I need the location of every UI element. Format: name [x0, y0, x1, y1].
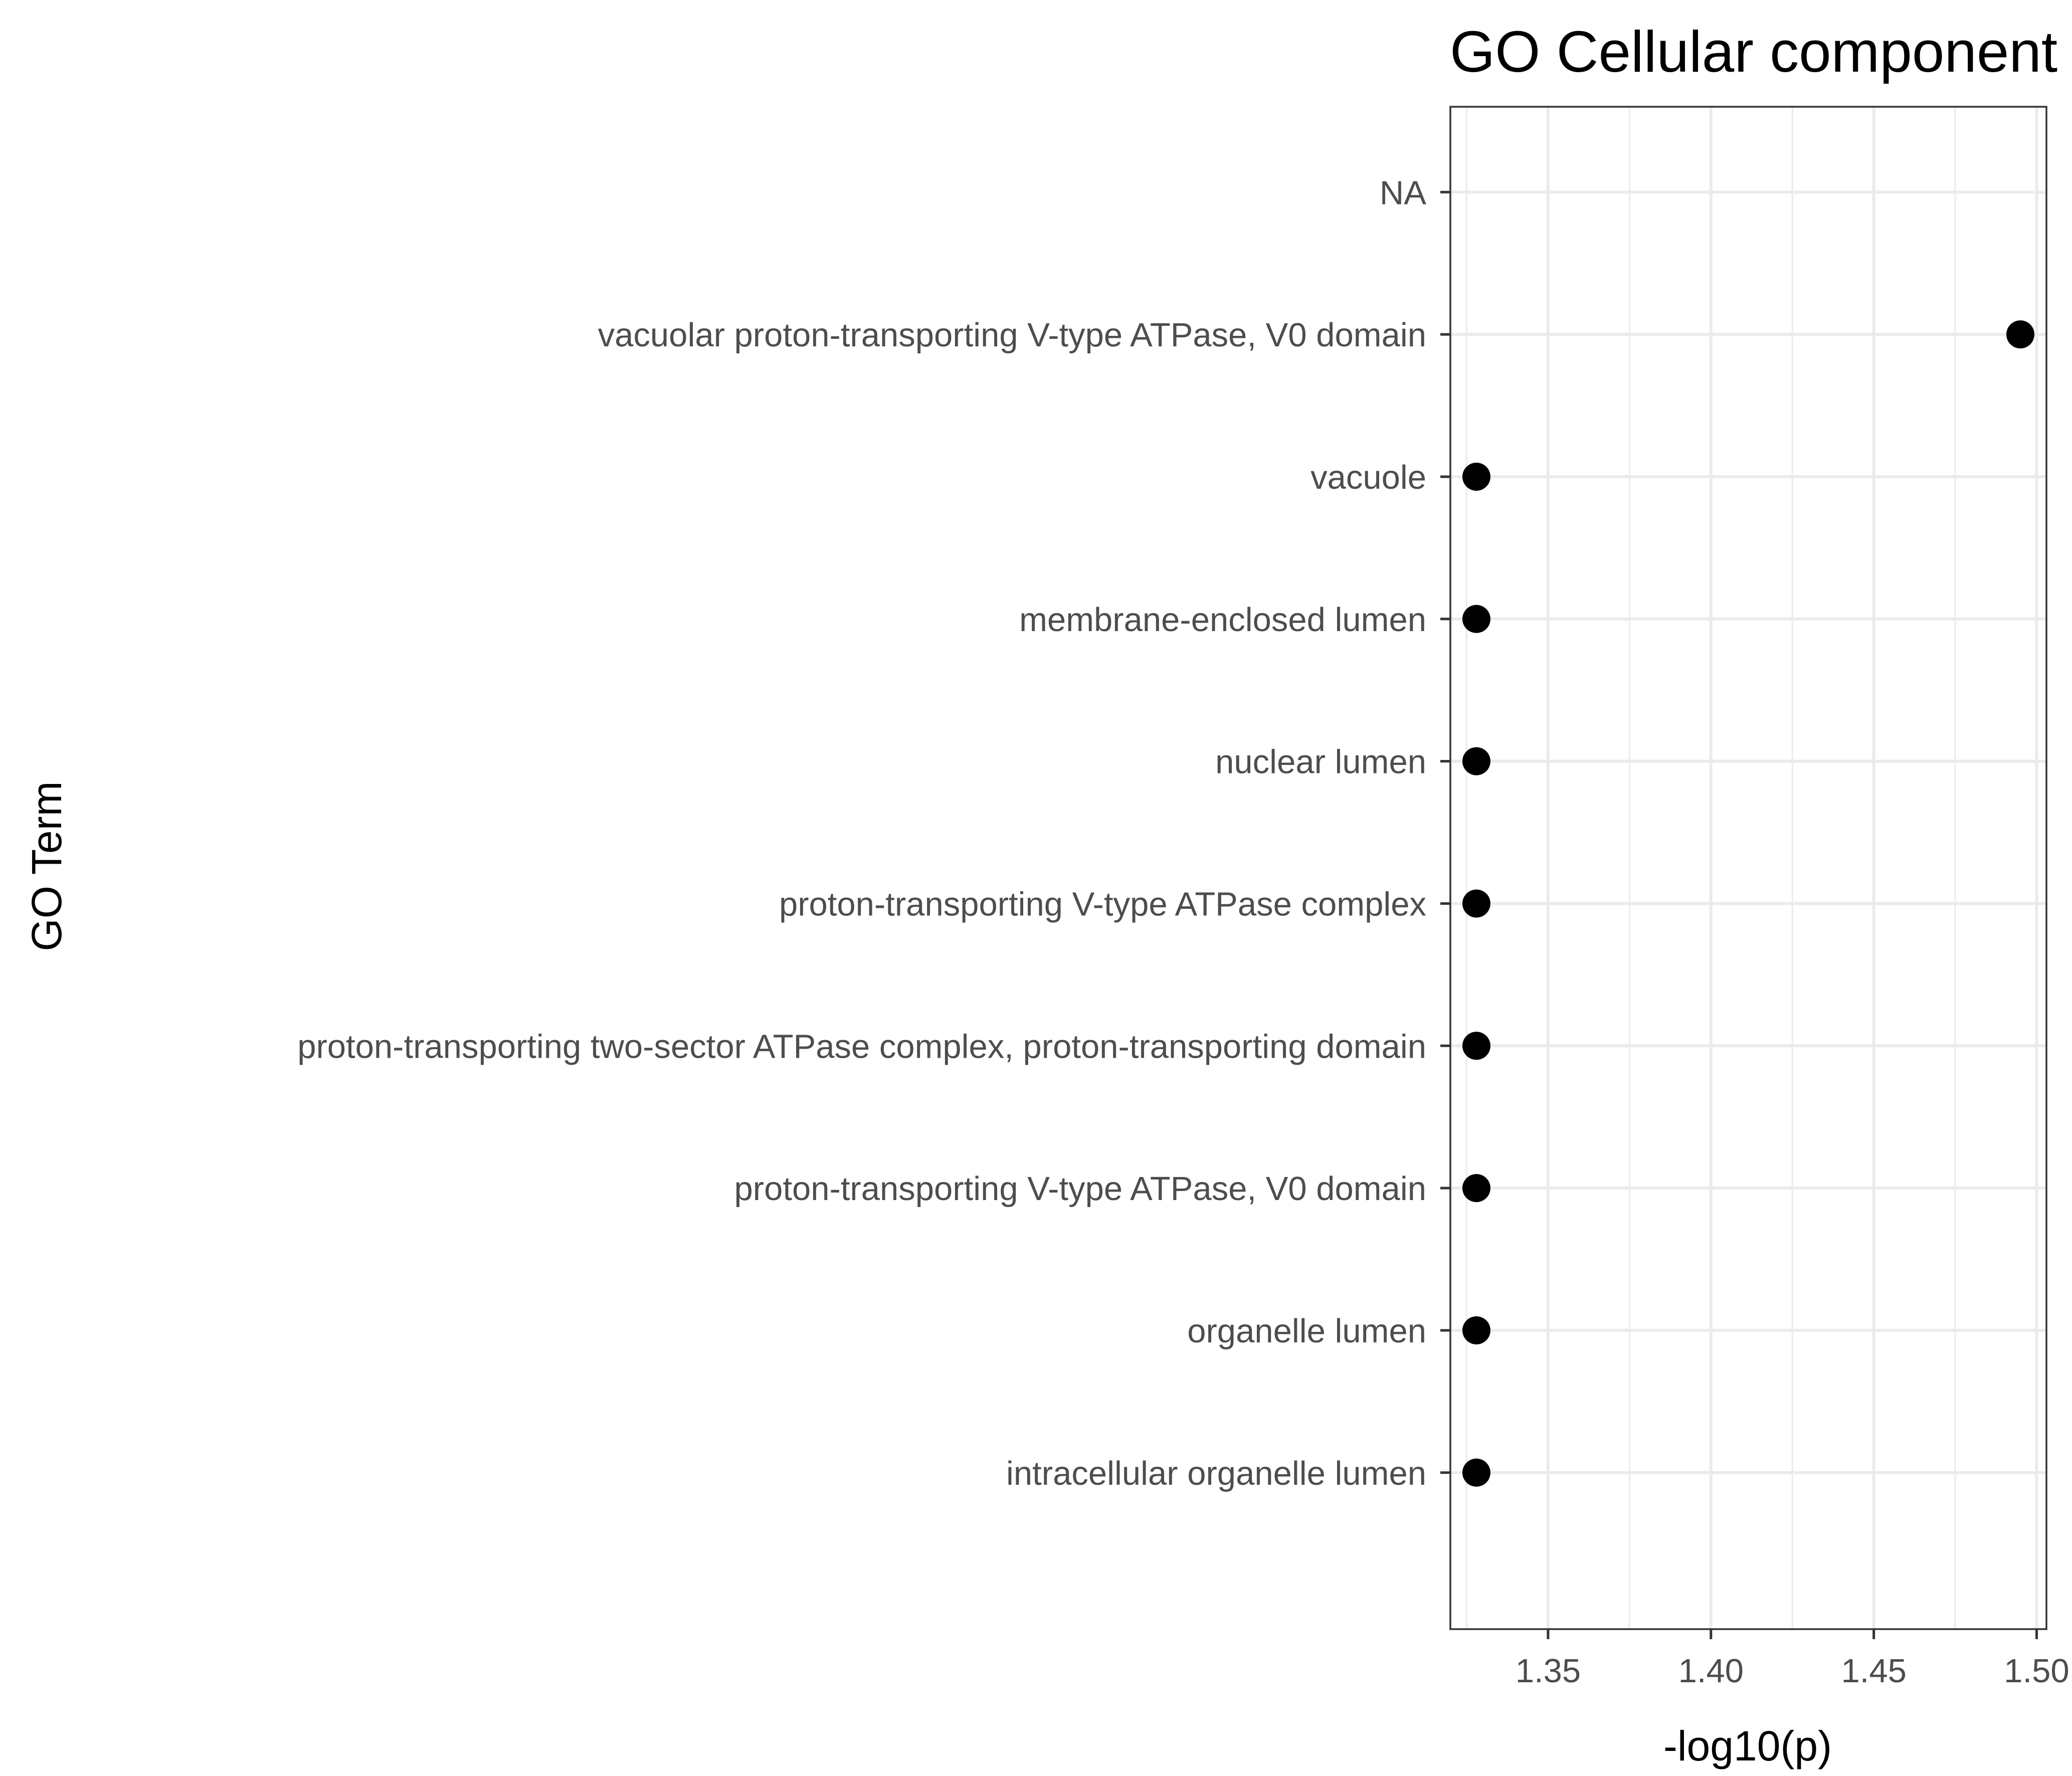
- x-tick-label: 1.50: [2004, 1652, 2069, 1690]
- data-point: [1462, 1316, 1490, 1344]
- y-axis-ticks: NA vacuolar proton-transporting V-type AT…: [297, 174, 1450, 1492]
- data-point: [1462, 1458, 1490, 1487]
- data-point: [2006, 320, 2035, 349]
- panel-border: [1449, 106, 2047, 1630]
- y-tick-label: nuclear lumen: [1215, 743, 1426, 781]
- y-tick-label: proton-transporting V-type ATPase, V0 do…: [734, 1170, 1426, 1208]
- x-axis-ticks: 1.35 1.40 1.45 1.50: [1516, 1629, 2069, 1690]
- x-tick-label: 1.45: [1841, 1652, 1906, 1690]
- data-point: [1462, 889, 1490, 918]
- y-tick-label: membrane-enclosed lumen: [1019, 601, 1426, 639]
- y-tick-label: vacuole: [1310, 459, 1426, 496]
- y-tick-label: vacuolar proton-transporting V-type ATPa…: [598, 316, 1426, 354]
- x-tick-label: 1.40: [1678, 1652, 1744, 1690]
- y-axis-title: GO Term: [23, 781, 70, 951]
- chart-title: GO Cellular component: [1450, 19, 2057, 84]
- x-tick-label: 1.35: [1516, 1652, 1581, 1690]
- y-tick-label: organelle lumen: [1187, 1312, 1426, 1350]
- data-points: [1462, 320, 2035, 1487]
- major-gridlines: [1450, 107, 2046, 1629]
- data-point: [1462, 1174, 1490, 1203]
- x-axis-title: -log10(p): [1663, 1722, 1832, 1769]
- data-point: [1462, 747, 1490, 775]
- y-tick-label: proton-transporting V-type ATPase comple…: [779, 885, 1426, 923]
- data-point: [1462, 1032, 1490, 1060]
- data-point: [1462, 462, 1490, 491]
- y-tick-label: intracellular organelle lumen: [1006, 1455, 1426, 1492]
- y-tick-label: NA: [1380, 174, 1426, 212]
- minor-gridlines: [1465, 107, 1956, 1629]
- y-tick-label: proton-transporting two-sector ATPase co…: [297, 1028, 1426, 1065]
- data-point: [1462, 605, 1490, 633]
